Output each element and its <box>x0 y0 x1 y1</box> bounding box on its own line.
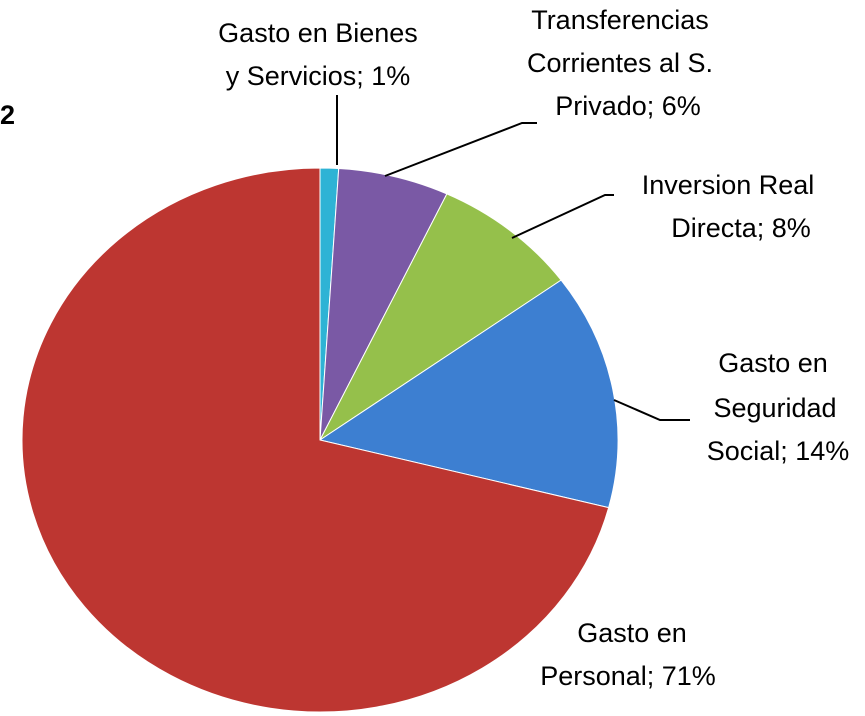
slice-label-line: Directa; 8% <box>671 213 811 243</box>
pie-slice <box>318 279 619 509</box>
pie-slice <box>318 193 562 442</box>
leader-line <box>511 194 614 239</box>
slice-label-line: Gasto en Bienes <box>218 18 418 48</box>
slice-label-line: Inversion Real <box>642 170 815 200</box>
slice-label-line: Gasto en <box>718 348 828 378</box>
leader-line <box>384 122 537 177</box>
slice-label-line: Seguridad <box>713 393 836 423</box>
slice-label: Gasto en Seguridad Social; 14% <box>707 348 850 466</box>
slice-label: Gasto en Personal; 71% <box>540 618 716 691</box>
leader-line <box>613 399 690 421</box>
slice-label: Transferencias Corrientes al S. Privado; 6… <box>527 5 713 121</box>
slice-label-line: Corrientes al S. <box>527 48 713 78</box>
slice-label-line: Gasto en <box>577 618 687 648</box>
slice-label-line: Privado; 6% <box>555 91 701 121</box>
slice-label-line: Transferencias <box>531 5 709 35</box>
slice-label-line: Personal; 71% <box>540 661 716 691</box>
chart-title: 2 <box>0 100 15 130</box>
slice-label-line: Social; 14% <box>707 436 850 466</box>
slice-label: Gasto en Bienes y Servicios; 1% <box>218 18 418 91</box>
pie-slice <box>21 167 610 713</box>
slice-label: Inversion Real Directa; 8% <box>642 170 815 243</box>
slice-label-line: y Servicios; 1% <box>226 61 411 91</box>
